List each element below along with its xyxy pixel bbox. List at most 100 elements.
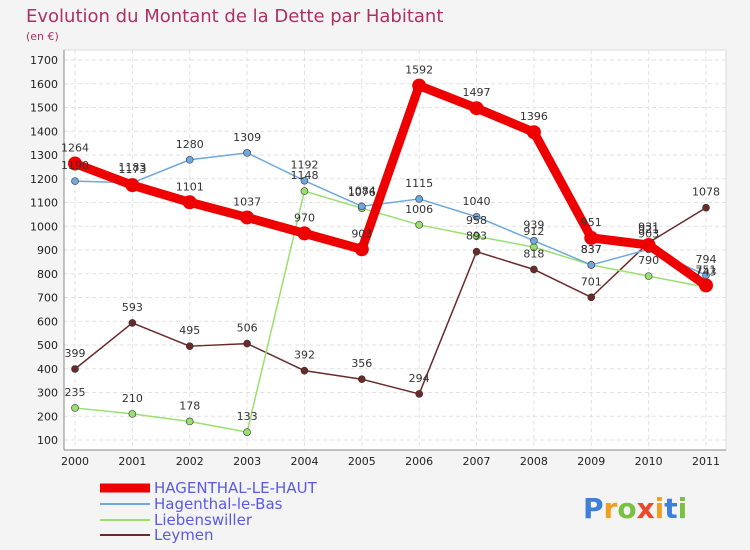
y-tick-label: 1200	[30, 173, 58, 186]
data-label: 1183	[118, 161, 146, 174]
data-point	[644, 272, 653, 280]
legend: HAGENTHAL-LE-HAUTHagenthal-le-BasLiebens…	[100, 479, 318, 544]
data-label: 970	[294, 211, 315, 224]
data-label: 1115	[405, 177, 433, 190]
data-point	[415, 195, 423, 203]
data-label: 294	[409, 372, 430, 385]
data-point	[469, 101, 484, 116]
y-tick-label: 800	[37, 268, 58, 281]
y-tick-label: 1600	[30, 78, 58, 91]
y-tick-label: 1500	[30, 102, 58, 115]
data-point	[240, 210, 255, 225]
data-label: 133	[237, 410, 258, 423]
data-point	[71, 177, 79, 185]
data-point	[587, 261, 596, 269]
y-tick-label: 600	[37, 315, 58, 328]
data-label: 392	[294, 349, 315, 362]
legend-label: Hagenthal-le-Bas	[154, 495, 283, 513]
y-tick-label: 300	[37, 387, 58, 400]
x-tick-label: 2002	[176, 455, 204, 468]
legend-label: Leymen	[154, 526, 214, 544]
data-point	[300, 187, 309, 195]
logo-letter: P	[583, 492, 604, 525]
x-tick-label: 2007	[463, 455, 491, 468]
legend-label: HAGENTHAL-LE-HAUT	[154, 479, 318, 497]
data-label: 903	[638, 227, 659, 240]
data-label: 701	[581, 275, 602, 288]
x-tick-label: 2009	[577, 455, 605, 468]
data-label: 939	[523, 219, 544, 232]
data-label: 1040	[463, 195, 491, 208]
data-point	[185, 417, 194, 426]
data-label: 1592	[405, 64, 433, 77]
data-label: 1101	[176, 180, 204, 193]
data-point	[354, 242, 369, 257]
data-point	[472, 247, 481, 256]
data-label: 818	[523, 247, 544, 260]
data-point	[185, 155, 194, 164]
data-label: 1173	[118, 163, 146, 176]
data-point	[125, 178, 140, 193]
data-point	[415, 221, 423, 229]
x-tick-label: 2008	[520, 455, 548, 468]
data-point	[71, 404, 79, 412]
data-point	[472, 232, 481, 241]
data-label: 1078	[692, 186, 720, 199]
data-label: 593	[122, 301, 143, 314]
data-label: 506	[237, 322, 258, 335]
data-point	[530, 236, 538, 245]
data-label: 235	[65, 386, 86, 399]
data-point	[415, 390, 423, 398]
data-point	[526, 125, 541, 140]
data-label: 1190	[61, 159, 89, 172]
legend-label: Liebenswiller	[154, 511, 253, 529]
series-layer	[68, 78, 713, 436]
data-label: 356	[351, 357, 372, 370]
series-line-3	[74, 206, 707, 395]
data-point	[358, 375, 366, 384]
proxiti-logo: Proxiti	[583, 492, 687, 525]
data-label: 921	[638, 223, 659, 236]
data-point	[128, 410, 137, 418]
y-tick-label: 1000	[30, 220, 58, 233]
x-tick-label: 2000	[61, 455, 89, 468]
data-point	[584, 230, 599, 245]
data-point	[412, 78, 427, 93]
logo-letter: r	[604, 492, 618, 525]
logo-letter: i	[655, 492, 665, 525]
data-point	[68, 156, 82, 171]
data-label: 1037	[233, 195, 261, 208]
chart-title: Evolution du Montant de la Dette par Hab…	[26, 6, 443, 27]
data-point	[472, 212, 481, 221]
data-point	[182, 195, 197, 210]
series-line-0	[70, 81, 711, 290]
data-label: 743	[696, 265, 717, 278]
data-label: 210	[122, 392, 143, 405]
logo-text: Proxiti	[583, 492, 687, 525]
series-line-2	[74, 190, 707, 433]
data-label: 837	[581, 243, 602, 256]
data-label: 790	[638, 254, 659, 267]
y-tick-label: 200	[37, 410, 58, 423]
data-point	[300, 176, 309, 185]
data-label: 837	[581, 243, 602, 256]
data-label: 1148	[290, 169, 318, 182]
data-point	[243, 428, 251, 436]
data-point	[587, 293, 596, 302]
y-tick-label: 100	[37, 434, 58, 447]
series-line-1	[74, 152, 707, 276]
data-point	[297, 226, 312, 241]
data-label: 903	[351, 227, 372, 240]
y-tick-label: 1700	[30, 54, 58, 67]
data-point	[702, 203, 710, 212]
data-point	[530, 265, 538, 274]
data-point	[128, 319, 137, 327]
data-label: 958	[466, 214, 487, 227]
x-tick-label: 2004	[290, 455, 318, 468]
x-tick-label: 2010	[635, 455, 663, 468]
data-label: 1264	[61, 142, 89, 155]
x-tick-label: 2001	[118, 455, 146, 468]
data-label: 893	[466, 230, 487, 243]
data-label: 1006	[405, 203, 433, 216]
